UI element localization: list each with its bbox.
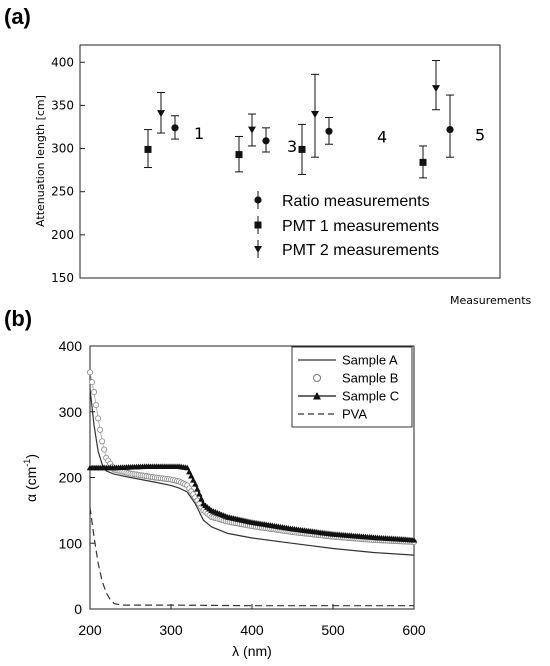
sample-c-point [196, 490, 203, 497]
sample-b-point [101, 446, 108, 453]
sample-b-point [97, 426, 104, 433]
sample-c-point [184, 464, 191, 471]
panel-b-y-axis-title: α (cm-1) [22, 454, 39, 502]
pmt2-point [311, 111, 319, 119]
group-label: 1 [194, 124, 204, 143]
panel-b-y-axis-main: α (cm [23, 467, 39, 502]
sample-c-point [410, 536, 418, 543]
legend-label: PMT 2 measurements [282, 242, 439, 259]
legend-sample-c-swatch [313, 392, 321, 400]
ratio-point [262, 137, 270, 145]
ratio-point [171, 124, 179, 132]
legend-label: PVA [342, 407, 367, 422]
sample-c-point [192, 481, 199, 487]
panel-a-y-tick-label: 150 [51, 271, 74, 285]
legend-pmt1-marker [254, 221, 262, 229]
legend-label: Ratio measurements [282, 193, 430, 210]
panel-b-y-tick-label: 300 [59, 404, 83, 420]
sample-c-point [186, 468, 193, 475]
pmt1-point [144, 145, 152, 153]
pmt2-point [157, 110, 165, 118]
legend-ratio-marker [254, 196, 262, 204]
panel-a-y-tick-label: 200 [51, 228, 74, 242]
panel-b-y-axis-end: ) [23, 454, 39, 459]
sample-c-point [190, 476, 197, 483]
panel-b-x-tick-label: 600 [402, 622, 426, 638]
sample-b-point [87, 369, 94, 376]
group-label: 4 [377, 127, 387, 146]
legend-label: Sample A [342, 353, 398, 368]
panel-b-x-tick-label: 200 [78, 622, 102, 638]
legend-pmt2-marker [254, 246, 262, 253]
panel-b-plot: λ (nm) α (cm-1) 200 300 400 500 600 0 100 200 30… [22, 338, 426, 659]
sample-b-point [99, 438, 106, 445]
panel-a-x-axis-title: Measurements [450, 294, 532, 307]
panel-a-y-tick-label: 300 [51, 142, 74, 156]
panel-b-x-tick-label: 300 [159, 622, 183, 638]
sample-b-point [89, 379, 96, 386]
sample-c-point [194, 486, 201, 492]
panel-label-a: (a) [4, 4, 31, 29]
panel-a-y-tick-label: 350 [51, 98, 74, 112]
panel-a-plot: Attenuation length [cm] Measurements 150… [34, 44, 532, 307]
sample-c-point [188, 472, 195, 479]
ratio-point [446, 125, 454, 134]
legend-sample-b-swatch [313, 374, 321, 382]
group-label: 3 [287, 137, 297, 156]
ratio-point [325, 127, 333, 135]
legend-label: Sample B [342, 371, 398, 386]
panel-b-y-tick-label: 0 [74, 601, 82, 617]
sample-c-point [198, 495, 205, 502]
sample-b-point [91, 389, 98, 396]
panel-b-x-tick-label: 500 [321, 622, 345, 638]
sample-b-point [93, 402, 100, 409]
panel-a-y-tick-label: 400 [51, 55, 74, 69]
panel-b-y-tick-label: 400 [59, 338, 83, 354]
panel-b-x-tick-label: 400 [240, 622, 264, 638]
panel-a-y-axis-title: Attenuation length [cm] [34, 95, 47, 227]
panel-b-y-axis-sup: -1 [22, 459, 32, 467]
sample-b-point [95, 415, 102, 422]
group-label: 5 [475, 126, 485, 145]
panel-b-x-axis-title: λ (nm) [232, 643, 272, 659]
sample-a-line [89, 388, 415, 556]
panel-a-y-tick-label: 250 [51, 185, 74, 199]
pmt1-point [419, 158, 427, 166]
pva-line [89, 507, 414, 607]
pmt2-point [248, 126, 256, 134]
panel-b-y-tick-label: 200 [59, 470, 83, 486]
panel-b-y-tick-label: 100 [59, 535, 83, 551]
legend-label: PMT 1 measurements [282, 218, 439, 235]
pmt1-point [235, 151, 243, 159]
pmt1-point [298, 145, 306, 153]
panel-a-frame [79, 44, 501, 279]
panel-label-b: (b) [4, 306, 32, 331]
pmt2-point [432, 85, 440, 93]
legend-label: Sample C [342, 389, 399, 404]
